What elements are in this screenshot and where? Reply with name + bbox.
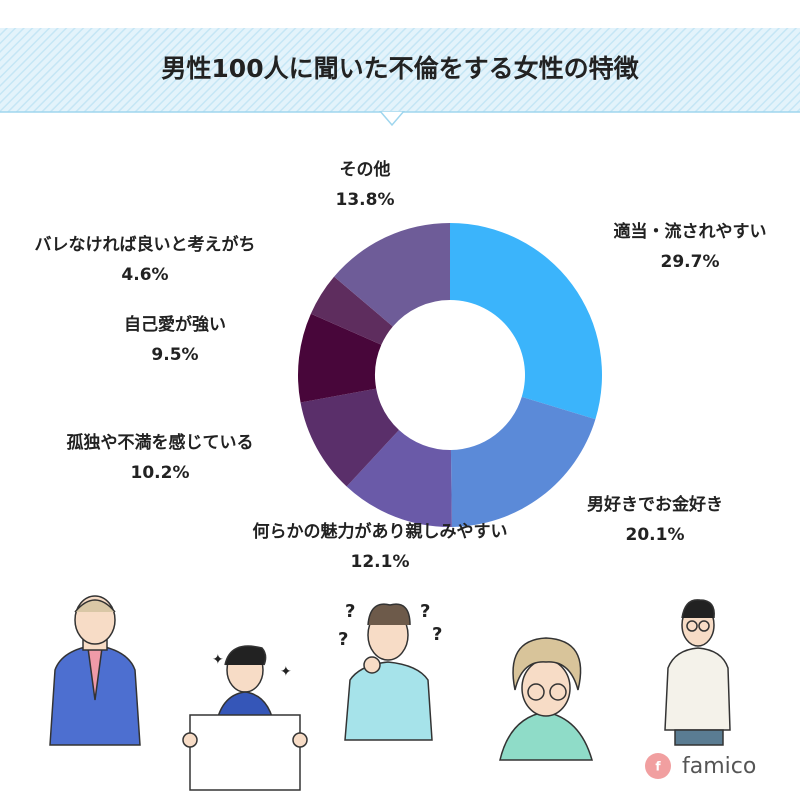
- svg-text:?: ?: [338, 629, 348, 650]
- brand-name: famico: [682, 754, 756, 779]
- slice-value-label: 4.6%: [121, 265, 168, 285]
- slice-label: 自己愛が強い: [124, 314, 226, 335]
- donut-chart: [298, 223, 602, 527]
- slice-value-label: 12.1%: [351, 552, 410, 572]
- svg-text:?: ?: [420, 601, 430, 622]
- person-glasses: [499, 637, 593, 761]
- donut-slice: [310, 276, 393, 345]
- slice-value-label: 29.7%: [661, 252, 720, 272]
- person-question: ? ? ? ?: [338, 601, 442, 741]
- svg-text:✦: ✦: [212, 652, 224, 668]
- donut-slice: [334, 223, 450, 327]
- svg-text:?: ?: [345, 601, 355, 622]
- logo-icon: [645, 753, 671, 779]
- donut-slice: [300, 388, 400, 487]
- donut-slice: [450, 223, 602, 420]
- donut-slice: [346, 429, 452, 527]
- slice-value-label: 10.2%: [131, 463, 190, 483]
- svg-text:✦: ✦: [280, 664, 292, 680]
- slice-label: バレなければ良いと考えがち: [35, 234, 256, 255]
- person-sign: ✦ ✦: [182, 645, 308, 791]
- donut-slice: [298, 313, 382, 403]
- slice-label: 男好きでお金好き: [587, 494, 723, 515]
- chart-title: 男性100人に聞いた不倫をする女性の特徴: [161, 54, 639, 83]
- person-suit: [49, 595, 141, 746]
- svg-text:f: f: [655, 760, 661, 774]
- person-sweater: [664, 599, 731, 746]
- svg-text:?: ?: [432, 624, 442, 645]
- slice-label: 適当・流されやすい: [614, 221, 767, 242]
- donut-slice: [450, 396, 596, 527]
- slice-value-label: 9.5%: [151, 345, 198, 365]
- title-banner: [0, 28, 800, 127]
- slice-label: 孤独や不満を感じている: [67, 432, 254, 453]
- brand-logo: f famico: [645, 753, 756, 779]
- slice-value-label: 20.1%: [626, 525, 685, 545]
- illustrations: ✦ ✦ ? ? ? ?: [49, 595, 731, 791]
- slice-label: その他: [340, 159, 391, 180]
- slice-value-label: 13.8%: [336, 190, 395, 210]
- slice-label: 何らかの魅力があり親しみやすい: [253, 521, 508, 542]
